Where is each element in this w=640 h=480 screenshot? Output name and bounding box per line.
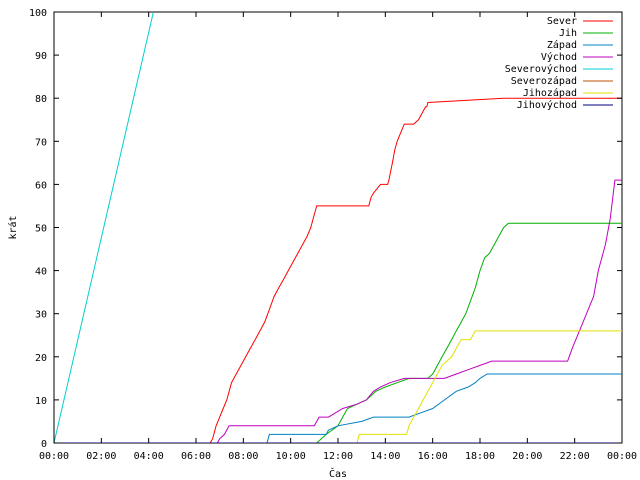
y-tick-label: 0 xyxy=(41,439,47,450)
y-tick-label: 60 xyxy=(35,180,47,191)
legend-label: Severozápad xyxy=(511,75,577,87)
x-tick-label: 06:00 xyxy=(181,451,211,462)
x-tick-label: 16:00 xyxy=(418,451,448,462)
y-tick-label: 100 xyxy=(29,8,47,19)
x-tick-label: 14:00 xyxy=(370,451,400,462)
y-tick-label: 90 xyxy=(35,51,47,62)
series-line-0 xyxy=(54,97,622,443)
y-axis-ticks: 0 10 20 30 40 50 60 70 80 90 100 xyxy=(29,8,622,450)
series-line-6 xyxy=(54,330,622,443)
y-tick-label: 70 xyxy=(35,137,47,148)
y-tick-label: 40 xyxy=(35,267,47,278)
x-tick-label: 08:00 xyxy=(228,451,258,462)
legend: SeverJihZápadVýchodSeverovýchodSeverozáp… xyxy=(505,16,613,111)
series-line-3 xyxy=(54,179,622,443)
x-tick-label: 18:00 xyxy=(465,451,495,462)
y-tick-label: 10 xyxy=(35,396,47,407)
y-tick-label: 20 xyxy=(35,353,47,364)
series-group xyxy=(54,12,622,443)
x-axis-label: Čas xyxy=(329,467,347,480)
x-tick-label: 10:00 xyxy=(276,451,306,462)
legend-label: Jihovýchod xyxy=(517,99,577,111)
y-axis-label: krát xyxy=(7,215,19,239)
series-line-2 xyxy=(54,373,622,443)
x-tick-label: 20:00 xyxy=(512,451,542,462)
legend-label: Severovýchod xyxy=(505,63,577,75)
y-tick-label: 30 xyxy=(35,310,47,321)
x-tick-label: 12:00 xyxy=(323,451,353,462)
x-tick-label: 04:00 xyxy=(134,451,164,462)
series-line-4 xyxy=(54,12,154,443)
x-tick-label: 00:00 xyxy=(607,451,637,462)
legend-label: Západ xyxy=(547,39,577,51)
y-tick-label: 50 xyxy=(35,224,47,235)
x-tick-label: 00:00 xyxy=(39,451,69,462)
series-line-1 xyxy=(54,222,622,443)
y-tick-label: 80 xyxy=(35,94,47,105)
x-axis-ticks: 00:00 02:00 04:00 06:00 08:00 10:00 12:00 14:00… xyxy=(39,12,637,462)
legend-label: Jih xyxy=(559,28,577,39)
legend-label: Sever xyxy=(547,16,577,27)
x-tick-label: 22:00 xyxy=(560,451,590,462)
legend-label: Jihozápad xyxy=(523,87,577,99)
x-tick-label: 02:00 xyxy=(86,451,116,462)
legend-label: Východ xyxy=(541,51,577,63)
